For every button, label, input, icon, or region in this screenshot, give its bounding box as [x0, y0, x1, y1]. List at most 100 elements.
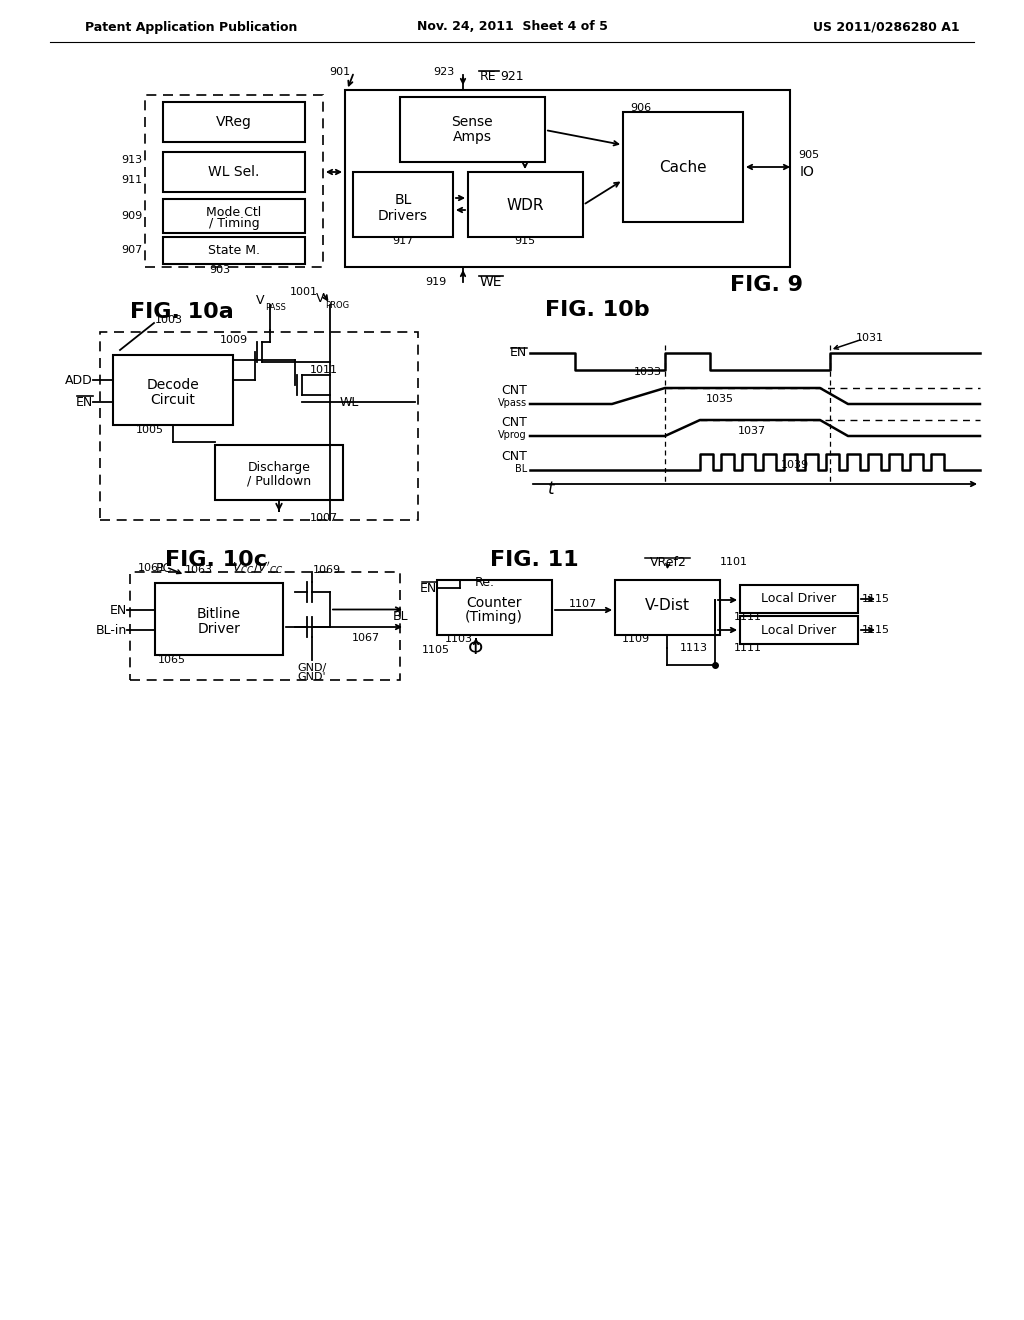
Text: 1035: 1035 — [706, 393, 734, 404]
Text: BL: BL — [515, 465, 527, 474]
Text: CNT: CNT — [501, 416, 527, 429]
Text: Drivers: Drivers — [378, 209, 428, 223]
Text: 1107: 1107 — [569, 599, 597, 609]
Text: 1105: 1105 — [422, 645, 450, 655]
Text: Sense: Sense — [452, 115, 493, 129]
Text: (Timing): (Timing) — [465, 610, 523, 624]
Text: 1001: 1001 — [290, 286, 318, 297]
Text: 905: 905 — [798, 150, 819, 160]
Text: CNT: CNT — [501, 450, 527, 462]
Text: FIG. 10b: FIG. 10b — [545, 300, 649, 319]
Text: FIG. 9: FIG. 9 — [730, 275, 803, 294]
Text: 923: 923 — [434, 67, 455, 77]
Text: 906: 906 — [630, 103, 651, 114]
Bar — [145, 95, 323, 267]
Text: 1061: 1061 — [138, 564, 166, 573]
Text: 907: 907 — [121, 246, 142, 255]
Text: 1113: 1113 — [680, 643, 708, 653]
Text: Re.: Re. — [475, 576, 495, 589]
Text: Decode: Decode — [146, 378, 200, 392]
Text: FIG. 10a: FIG. 10a — [130, 302, 233, 322]
Text: 1009: 1009 — [220, 335, 248, 345]
Text: RE: RE — [480, 70, 497, 83]
Text: $V_{CC}/V'_{CC}$: $V_{CC}/V'_{CC}$ — [232, 560, 284, 577]
Text: 911: 911 — [121, 176, 142, 185]
Text: PROG: PROG — [325, 301, 349, 309]
Text: State M.: State M. — [208, 244, 260, 257]
Text: Counter: Counter — [466, 597, 522, 610]
Text: 1111: 1111 — [734, 643, 762, 653]
Text: 1011: 1011 — [310, 366, 338, 375]
Text: V: V — [315, 293, 324, 305]
Text: 901: 901 — [329, 67, 350, 77]
Text: V: V — [256, 294, 264, 308]
Text: ADD: ADD — [66, 374, 93, 387]
Text: IO: IO — [800, 165, 815, 180]
Text: 1007: 1007 — [310, 513, 338, 523]
Bar — [163, 238, 305, 264]
Text: WL: WL — [340, 396, 359, 408]
Text: BL-in: BL-in — [96, 623, 127, 636]
Text: 917: 917 — [392, 236, 414, 246]
Text: 1003: 1003 — [155, 315, 183, 325]
Text: Bitline: Bitline — [197, 607, 241, 620]
Bar — [100, 333, 418, 520]
Text: V-Dist: V-Dist — [644, 598, 689, 612]
Text: 1115: 1115 — [862, 594, 890, 605]
Text: VReg: VReg — [216, 115, 252, 129]
Text: 1005: 1005 — [136, 425, 164, 436]
Text: 1101: 1101 — [720, 557, 748, 568]
Text: Φ: Φ — [468, 639, 483, 657]
Bar — [113, 355, 233, 425]
Text: 915: 915 — [514, 236, 536, 246]
Text: Vprog: Vprog — [499, 430, 527, 440]
Text: 921: 921 — [500, 70, 523, 83]
Bar — [740, 585, 858, 612]
Text: PC: PC — [156, 561, 172, 574]
Bar — [615, 579, 720, 635]
Text: 1033: 1033 — [634, 367, 662, 378]
Text: Cache: Cache — [659, 160, 707, 174]
Text: Patent Application Publication: Patent Application Publication — [85, 21, 297, 33]
Text: US 2011/0286280 A1: US 2011/0286280 A1 — [813, 21, 961, 33]
Text: Discharge: Discharge — [248, 462, 310, 474]
Text: EN: EN — [110, 603, 127, 616]
Bar — [400, 96, 545, 162]
Text: 1065: 1065 — [158, 655, 186, 665]
Text: 1063: 1063 — [185, 565, 213, 576]
Text: FIG. 11: FIG. 11 — [490, 550, 579, 570]
Text: 1103: 1103 — [445, 634, 473, 644]
Text: Mode Ctl: Mode Ctl — [207, 206, 261, 219]
Text: 1037: 1037 — [738, 426, 766, 436]
Text: WE: WE — [480, 275, 503, 289]
Bar — [163, 152, 305, 191]
Text: 1069: 1069 — [313, 565, 341, 576]
Text: 1115: 1115 — [862, 624, 890, 635]
Bar — [163, 102, 305, 143]
Text: Circuit: Circuit — [151, 393, 196, 407]
Text: t: t — [548, 480, 555, 498]
Text: 1031: 1031 — [856, 333, 884, 343]
Bar — [215, 445, 343, 500]
Text: Nov. 24, 2011  Sheet 4 of 5: Nov. 24, 2011 Sheet 4 of 5 — [417, 21, 607, 33]
Text: Vpass: Vpass — [498, 399, 527, 408]
Text: 909: 909 — [121, 211, 142, 220]
Text: 1067: 1067 — [352, 634, 380, 643]
Text: / Pulldown: / Pulldown — [247, 474, 311, 487]
Text: WDR: WDR — [506, 198, 544, 213]
Bar — [623, 112, 743, 222]
Text: VRef2: VRef2 — [649, 557, 686, 569]
Text: Driver: Driver — [198, 622, 241, 636]
Text: CNT: CNT — [501, 384, 527, 396]
Text: BL: BL — [393, 610, 409, 623]
Text: Amps: Amps — [453, 129, 492, 144]
Text: EN: EN — [420, 582, 437, 594]
Text: Local Driver: Local Driver — [762, 623, 837, 636]
Text: FIG. 10c: FIG. 10c — [165, 550, 267, 570]
Text: WL Sel.: WL Sel. — [208, 165, 260, 180]
Text: EN: EN — [510, 346, 527, 359]
Text: 1109: 1109 — [622, 634, 650, 644]
Text: PASS: PASS — [265, 302, 286, 312]
Text: 1111: 1111 — [734, 612, 762, 622]
Text: 903: 903 — [210, 265, 230, 275]
